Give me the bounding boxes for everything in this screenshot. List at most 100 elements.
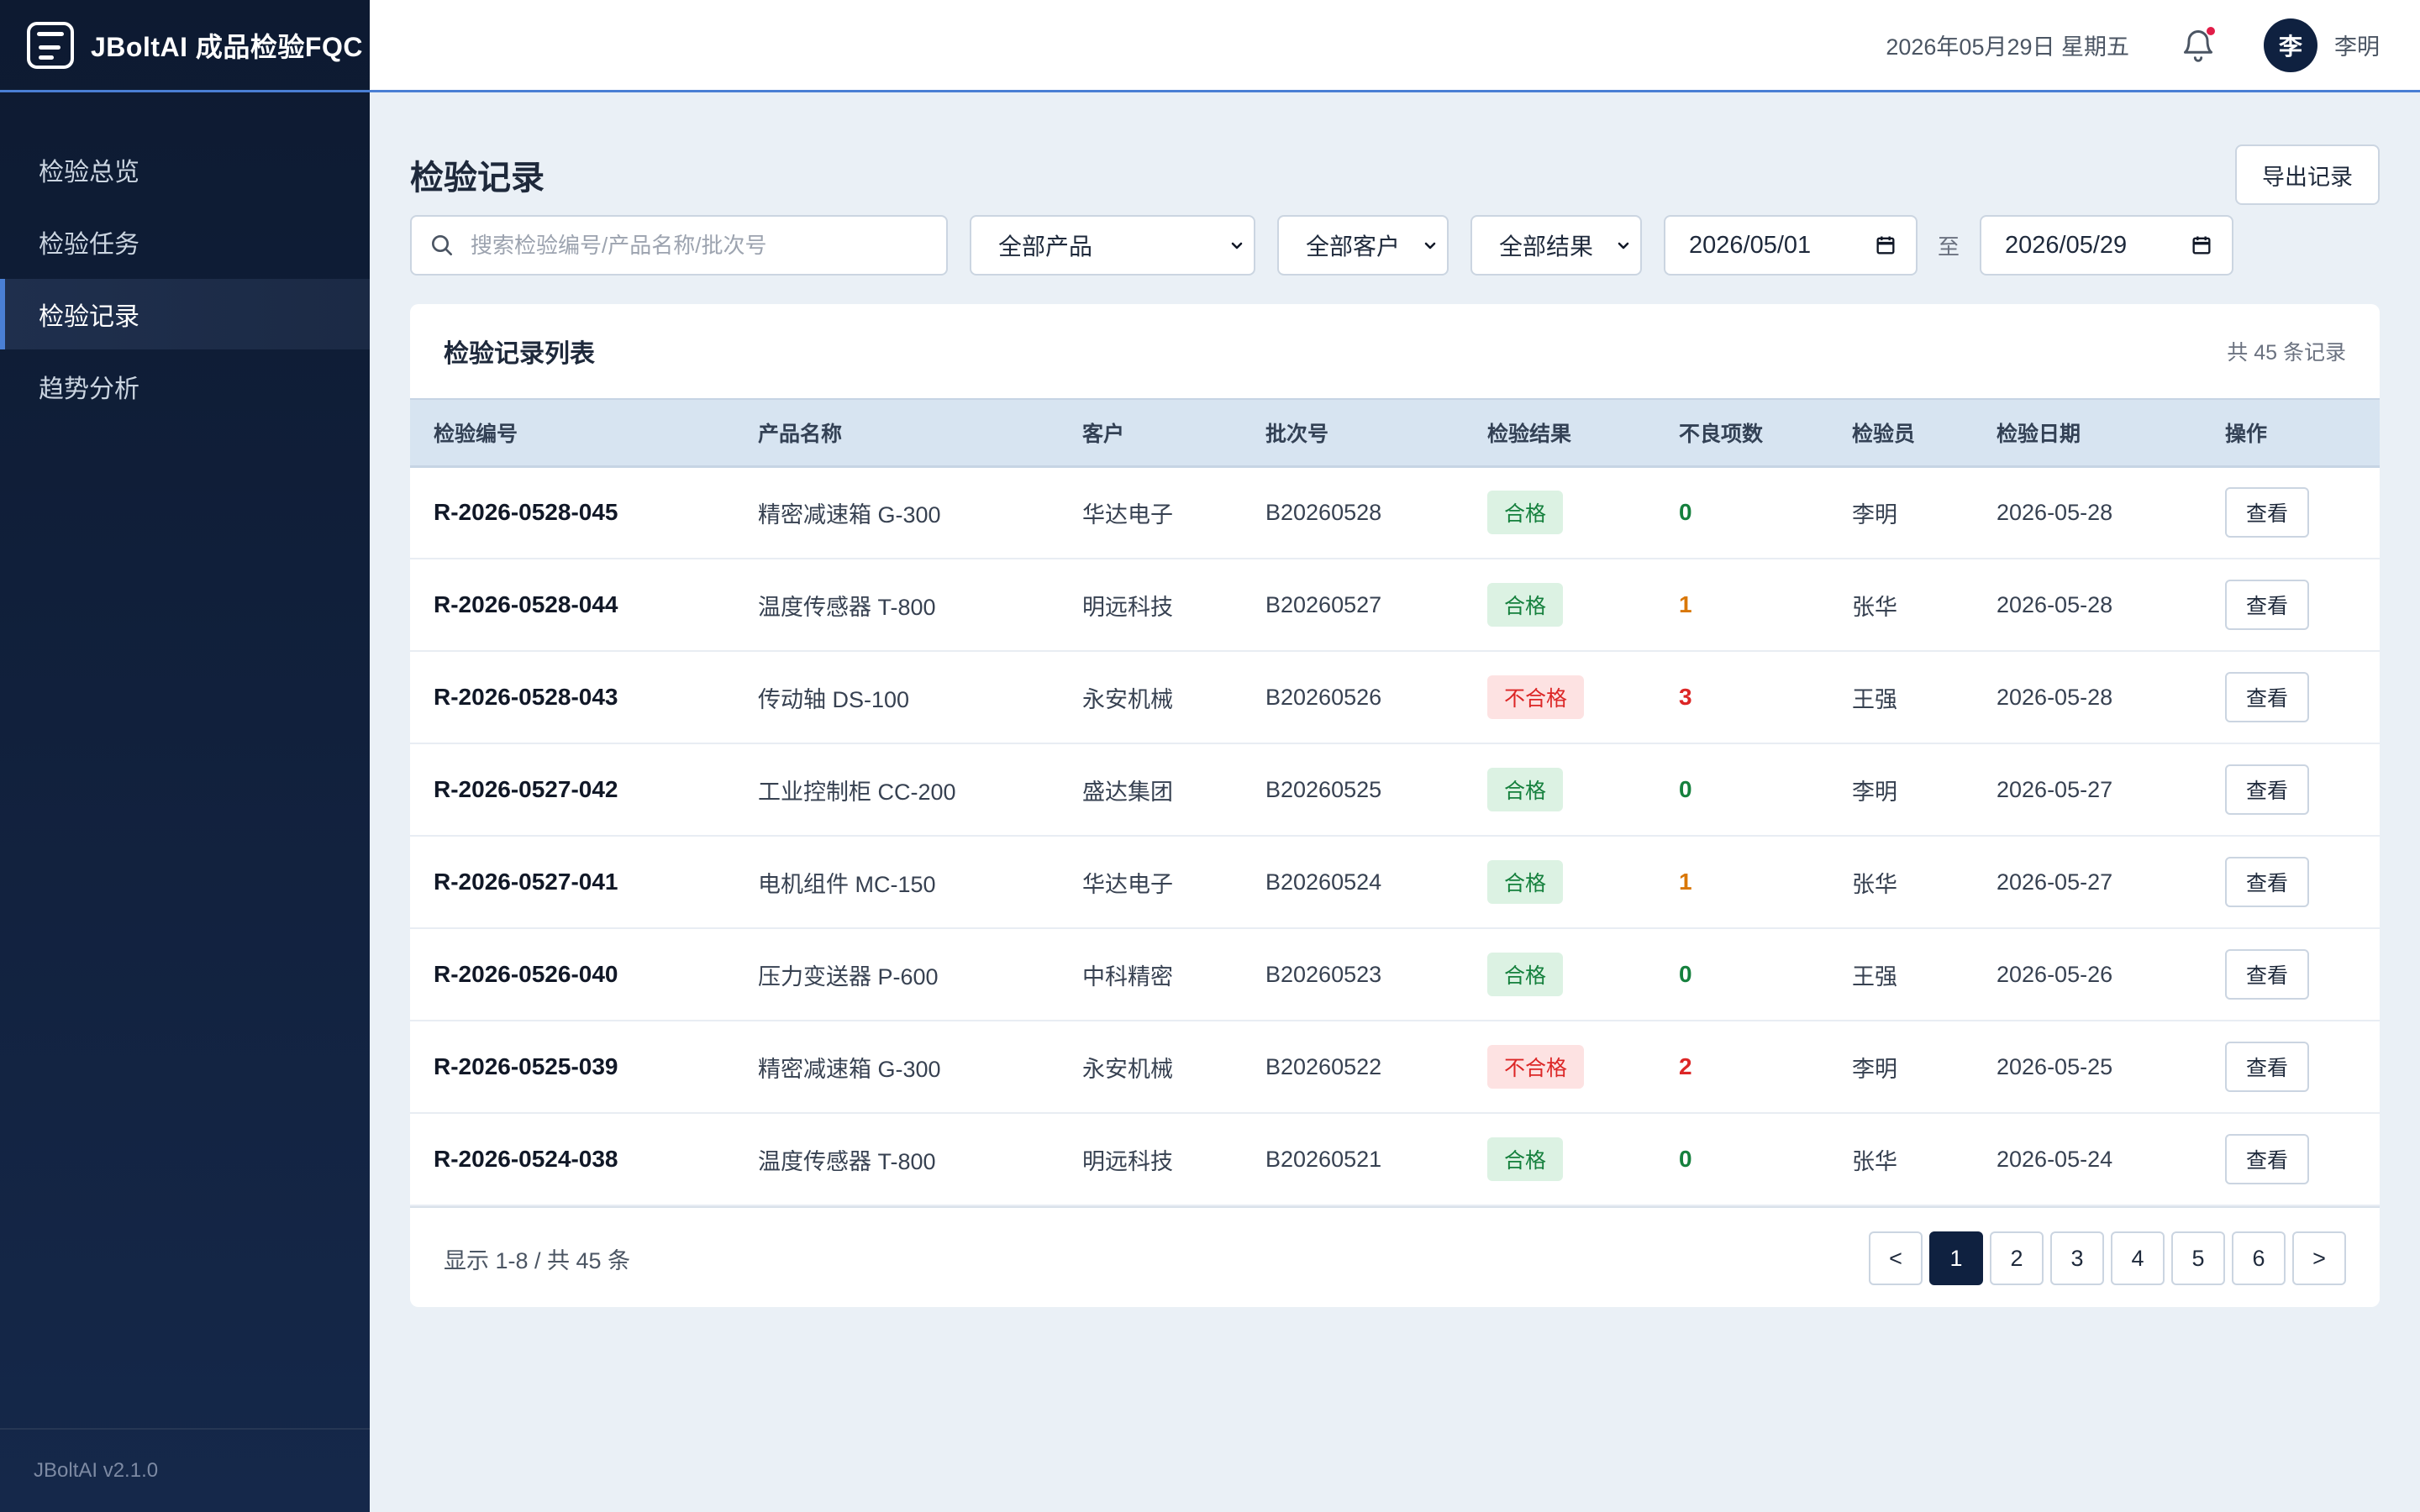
cell-action: 查看 (2202, 1021, 2380, 1113)
cell-inspector: 王强 (1852, 686, 1897, 712)
cell-customer: 华达电子 (1082, 501, 1173, 528)
view-button[interactable]: 查看 (2225, 1134, 2309, 1184)
cell-defects: 1 (1655, 559, 1828, 651)
col-header: 检验日期 (1996, 422, 2081, 446)
cell-product: 精密减速箱 G-300 (758, 1056, 941, 1082)
calendar-icon[interactable] (2190, 234, 2213, 257)
export-button[interactable]: 导出记录 (2235, 144, 2380, 205)
col-header: 产品名称 (758, 422, 843, 446)
cell-inspector: 李明 (1852, 779, 1897, 805)
cell-action: 查看 (2202, 928, 2380, 1021)
user-name[interactable]: 李明 (2334, 34, 2380, 60)
document-box-icon (27, 21, 74, 69)
next-page-button[interactable]: > (2292, 1231, 2346, 1285)
date-from-input[interactable]: 2026/05/01 (1664, 215, 1918, 276)
records-table: 检验编号 产品名称 客户 批次号 检验结果 不良项数 检验员 检验日期 操作 R… (410, 398, 2380, 1206)
view-button[interactable]: 查看 (2225, 1042, 2309, 1092)
col-header: 检验员 (1852, 422, 1916, 446)
record-count: 共 45 条记录 (2227, 341, 2346, 365)
cell-product: 温度传感器 T-800 (758, 1148, 936, 1174)
cell-date: 2026-05-28 (1996, 499, 2113, 525)
status-badge: 合格 (1487, 768, 1564, 811)
view-button[interactable]: 查看 (2225, 487, 2309, 538)
card-footer: 显示 1-8 / 共 45 条 <1 2 3 4 5 6 > (410, 1206, 2380, 1307)
status-badge: 合格 (1487, 583, 1564, 627)
page-button-4[interactable]: 4 (2111, 1231, 2165, 1285)
col-header: 客户 (1082, 422, 1125, 446)
cell-result: 合格 (1464, 836, 1655, 928)
table-row: R-2026-0524-038 温度传感器 T-800 明远科技 B20260521 合… (410, 1113, 2380, 1205)
status-badge: 合格 (1487, 953, 1564, 996)
table-row: R-2026-0527-041 电机组件 MC-150 华达电子 B20260524 合… (410, 836, 2380, 928)
cell-result: 不合格 (1464, 1021, 1655, 1113)
result-select[interactable]: 全部结果 (1470, 215, 1642, 276)
cell-action: 查看 (2202, 559, 2380, 651)
cell-customer: 明远科技 (1082, 594, 1173, 620)
search-box[interactable] (410, 215, 948, 276)
cell-defects: 1 (1655, 836, 1828, 928)
product-select-value: 全部产品 (998, 234, 1093, 260)
view-button[interactable]: 查看 (2225, 949, 2309, 1000)
cell-defects: 0 (1655, 466, 1828, 559)
sidebar-nav: 检验总览 检验任务 检验记录 趋势分析 (0, 134, 370, 422)
cell-action: 查看 (2202, 1113, 2380, 1205)
pagination-summary: 显示 1-8 / 共 45 条 (444, 1247, 631, 1273)
cell-code: R-2026-0525-039 (434, 1053, 618, 1079)
cell-result: 合格 (1464, 466, 1655, 559)
sidebar-item-trends[interactable]: 趋势分析 (39, 375, 139, 403)
view-button[interactable]: 查看 (2225, 764, 2309, 815)
page-button-2[interactable]: 2 (1990, 1231, 2044, 1285)
cell-inspector: 张华 (1852, 1148, 1897, 1174)
date-to-input[interactable]: 2026/05/29 (1980, 215, 2234, 276)
sidebar-item-tasks[interactable]: 检验任务 (39, 231, 139, 259)
cell-result: 合格 (1464, 928, 1655, 1021)
cell-customer: 永安机械 (1082, 1056, 1173, 1082)
cell-action: 查看 (2202, 651, 2380, 743)
page-button-3[interactable]: 3 (2050, 1231, 2104, 1285)
page-button-5[interactable]: 5 (2171, 1231, 2225, 1285)
cell-product: 传动轴 DS-100 (758, 686, 910, 712)
col-header: 检验编号 (434, 422, 518, 446)
table-header-row: 检验编号 产品名称 客户 批次号 检验结果 不良项数 检验员 检验日期 操作 (410, 399, 2380, 466)
customer-select[interactable]: 全部客户 (1277, 215, 1449, 276)
cell-date: 2026-05-24 (1996, 1146, 2113, 1172)
page-button-1[interactable]: 1 (1929, 1231, 1983, 1285)
cell-batch: B20260526 (1265, 684, 1382, 710)
cell-customer: 明远科技 (1082, 1148, 1173, 1174)
prev-page-button[interactable]: < (1869, 1231, 1923, 1285)
cell-date: 2026-05-28 (1996, 591, 2113, 617)
current-date: 2026年05月29日 星期五 (1886, 34, 2129, 60)
cell-product: 电机组件 MC-150 (758, 871, 936, 897)
cell-product: 温度传感器 T-800 (758, 594, 936, 620)
brand[interactable]: JBoltAI 成品检验FQC (0, 0, 370, 92)
sidebar-item-records[interactable]: 检验记录 (0, 279, 370, 349)
table-row: R-2026-0525-039 精密减速箱 G-300 永安机械 B20260522 不… (410, 1021, 2380, 1113)
view-button[interactable]: 查看 (2225, 580, 2309, 630)
defect-count: 0 (1679, 961, 1692, 987)
notification-button[interactable] (2180, 26, 2217, 64)
cell-code: R-2026-0528-043 (434, 684, 618, 710)
cell-batch: B20260521 (1265, 1146, 1382, 1172)
view-button[interactable]: 查看 (2225, 672, 2309, 722)
table-row: R-2026-0526-040 压力变送器 P-600 中科精密 B20260523 合… (410, 928, 2380, 1021)
cell-date: 2026-05-28 (1996, 684, 2113, 710)
view-button[interactable]: 查看 (2225, 857, 2309, 907)
sidebar-item-overview[interactable]: 检验总览 (39, 159, 139, 186)
cell-batch: B20260522 (1265, 1053, 1382, 1079)
calendar-icon[interactable] (1874, 234, 1897, 257)
page-button-6[interactable]: 6 (2232, 1231, 2286, 1285)
cell-code: R-2026-0527-041 (434, 869, 618, 895)
records-card: 检验记录列表 共 45 条记录 检验编号 产品名称 客户 批次号 检验结果 不良… (410, 304, 2380, 1307)
cell-action: 查看 (2202, 836, 2380, 928)
cell-code: R-2026-0528-044 (434, 591, 618, 617)
status-badge: 不合格 (1487, 675, 1585, 719)
avatar[interactable]: 李 (2264, 18, 2317, 72)
customer-select-value: 全部客户 (1306, 234, 1401, 260)
cell-result: 合格 (1464, 743, 1655, 836)
result-select-value: 全部结果 (1499, 234, 1594, 260)
status-badge: 合格 (1487, 1137, 1564, 1181)
cell-customer: 永安机械 (1082, 686, 1173, 712)
search-input[interactable] (471, 232, 941, 259)
product-select[interactable]: 全部产品 (970, 215, 1255, 276)
sidebar: JBoltAI 成品检验FQC 检验总览 检验任务 检验记录 趋势分析 JBol… (0, 0, 370, 1512)
